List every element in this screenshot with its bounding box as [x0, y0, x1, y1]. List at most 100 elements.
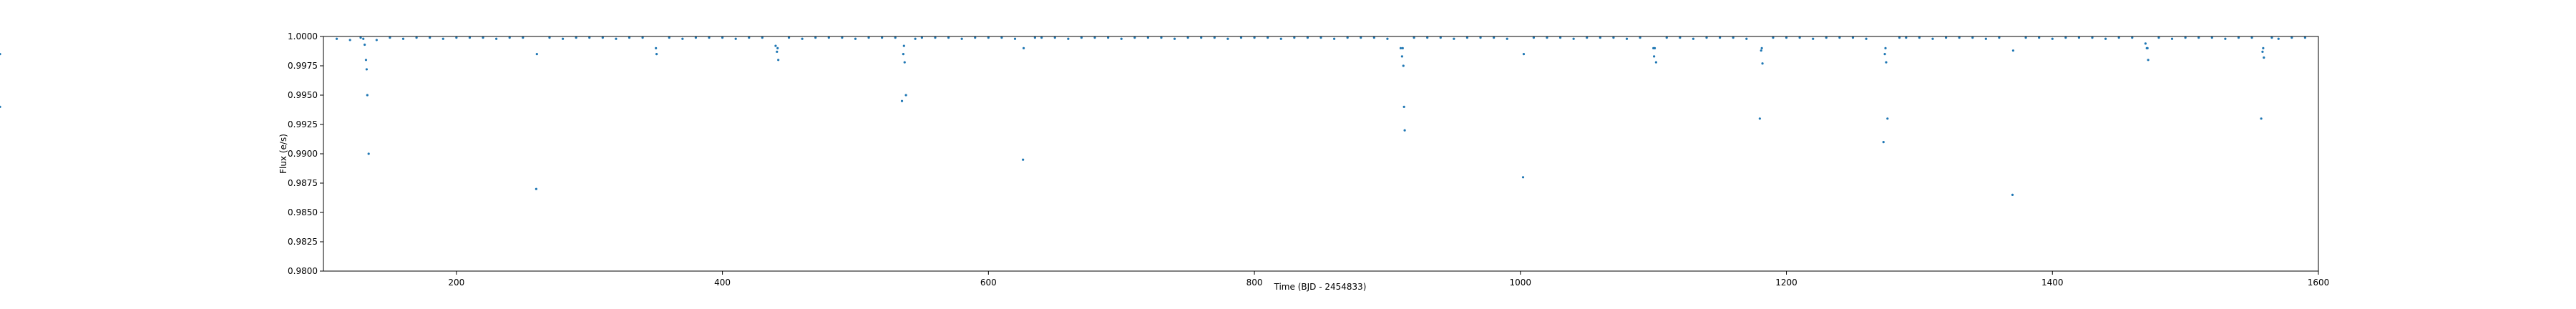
data-point [867, 36, 870, 39]
data-point [601, 36, 604, 39]
data-point [1785, 36, 1788, 39]
data-point [1572, 37, 1575, 40]
data-point [1306, 36, 1309, 39]
data-point [1865, 37, 1868, 40]
data-point [881, 36, 884, 39]
data-point [2064, 36, 2067, 39]
x-tick-label: 800 [1246, 278, 1263, 288]
data-point [1239, 36, 1243, 39]
x-tick-label: 600 [980, 278, 997, 288]
data-point [2144, 42, 2147, 45]
data-point [1013, 37, 1017, 40]
data-point [841, 36, 844, 39]
data-point [801, 37, 804, 40]
data-point [2157, 36, 2160, 39]
data-point [1401, 46, 1404, 49]
data-point [2011, 193, 2014, 196]
data-point [2131, 36, 2134, 39]
data-point [1332, 37, 1336, 40]
data-point [1652, 55, 1656, 58]
data-point [2170, 37, 2174, 40]
data-point [401, 37, 405, 40]
data-point [1558, 36, 1562, 39]
x-tick-label: 1600 [2308, 278, 2330, 288]
data-point [914, 37, 917, 40]
data-point [615, 37, 618, 40]
data-point [734, 37, 737, 40]
data-point [903, 61, 906, 64]
data-point [1521, 176, 1525, 179]
data-point [1705, 36, 1708, 39]
data-point [548, 36, 551, 39]
data-point [2224, 37, 2227, 40]
y-tick-label: 0.9875 [288, 178, 318, 188]
y-axis-label: Flux (e/s) [278, 134, 288, 174]
data-point [1838, 36, 1841, 39]
x-tick-label: 1400 [2041, 278, 2064, 288]
data-point [1812, 37, 1815, 40]
data-point [1360, 36, 1362, 39]
data-point [364, 43, 366, 46]
data-point [1886, 117, 1889, 120]
data-point [561, 37, 565, 40]
data-point [1000, 36, 1003, 39]
data-point [1885, 61, 1888, 64]
data-point [441, 37, 444, 40]
data-point [628, 36, 631, 39]
data-point [2262, 46, 2265, 49]
data-point [787, 36, 791, 39]
data-point [0, 53, 1, 56]
data-point [1107, 36, 1110, 39]
data-point [359, 36, 362, 39]
plot-frame [323, 36, 2319, 272]
data-point [721, 36, 724, 39]
data-point [681, 37, 684, 40]
data-point [1761, 62, 1764, 65]
data-point [1958, 36, 1961, 39]
data-point [535, 53, 538, 56]
data-point [2237, 36, 2240, 39]
data-point [1200, 36, 1203, 39]
data-point [1984, 37, 1987, 40]
data-point [920, 36, 923, 39]
data-point [2263, 56, 2265, 59]
data-point [1453, 37, 1455, 40]
data-point [1493, 36, 1496, 39]
data-point [1040, 36, 1043, 39]
data-point [641, 36, 644, 39]
data-point [1346, 36, 1349, 39]
data-point [1053, 36, 1056, 39]
data-point [588, 36, 591, 39]
data-point [1798, 36, 1801, 39]
data-point [776, 50, 779, 53]
y-tick-label: 0.9975 [288, 61, 318, 71]
data-point [1760, 49, 1762, 52]
data-point [947, 36, 950, 39]
data-point [1883, 53, 1886, 56]
data-point [389, 36, 391, 39]
data-point [2077, 36, 2081, 39]
data-point [468, 36, 472, 39]
data-point [1160, 36, 1163, 39]
data-point [1146, 36, 1149, 39]
data-point [1998, 36, 2001, 39]
data-point [1226, 37, 1229, 40]
data-point [1080, 36, 1083, 39]
data-point [2051, 37, 2054, 40]
data-point [1944, 36, 1948, 39]
data-point [894, 36, 897, 39]
data-point [987, 36, 990, 39]
data-point [900, 99, 904, 102]
data-point [902, 44, 905, 47]
data-point [1093, 36, 1096, 39]
data-point [2147, 59, 2150, 62]
x-tick-label: 400 [714, 278, 731, 288]
data-point [1772, 36, 1775, 39]
y-tick-label: 1.0000 [288, 31, 318, 41]
data-point [2197, 36, 2200, 39]
data-point [1884, 46, 1887, 49]
data-point [2146, 46, 2149, 49]
data-point [1413, 36, 1415, 39]
data-point [1745, 37, 1748, 40]
data-point [2011, 49, 2015, 52]
